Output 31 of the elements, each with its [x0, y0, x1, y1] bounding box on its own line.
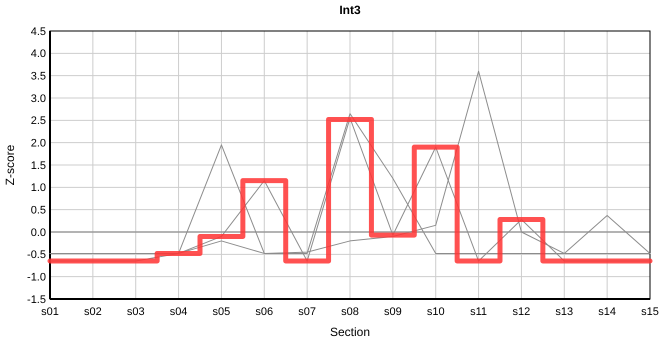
x-tick-label: s14	[598, 306, 616, 318]
x-tick-label: s07	[298, 306, 316, 318]
x-tick-label: s03	[126, 306, 145, 318]
x-tick-label: s01	[41, 306, 59, 318]
x-tick-label: s10	[426, 306, 445, 318]
x-tick-label: s11	[470, 306, 488, 318]
y-tick-label: 4.0	[30, 48, 46, 60]
y-axis-title: Z-score	[3, 144, 17, 186]
x-axis-title: Section	[330, 325, 370, 339]
chart-title: Int3	[339, 3, 361, 17]
x-tick-label: s15	[641, 306, 659, 318]
y-tick-label: 2.5	[30, 115, 46, 128]
y-tick-label: 0.5	[30, 204, 46, 217]
x-tick-label: s08	[341, 306, 359, 318]
y-tick-label: 3.5	[30, 70, 46, 83]
y-tick-label: 4.5	[30, 26, 46, 38]
x-tick-label: s05	[212, 306, 230, 318]
x-tick-label: s02	[84, 306, 102, 318]
y-tick-label: -1.5	[27, 294, 46, 306]
x-tick-label: s13	[555, 306, 574, 318]
x-tick-label: s04	[170, 306, 188, 318]
x-tick-label: s09	[384, 306, 402, 318]
y-tick-label: 1.5	[30, 160, 46, 172]
y-tick-label: -1.0	[27, 272, 46, 284]
y-tick-label: 1.0	[30, 182, 46, 194]
x-tick-label: s06	[255, 306, 274, 318]
y-tick-label: 3.0	[30, 92, 46, 105]
y-tick-label: -0.5	[27, 249, 46, 262]
y-tick-label: 2.0	[30, 138, 46, 150]
x-tick-label: s12	[512, 306, 530, 318]
y-tick-label: 0.0	[30, 226, 46, 239]
